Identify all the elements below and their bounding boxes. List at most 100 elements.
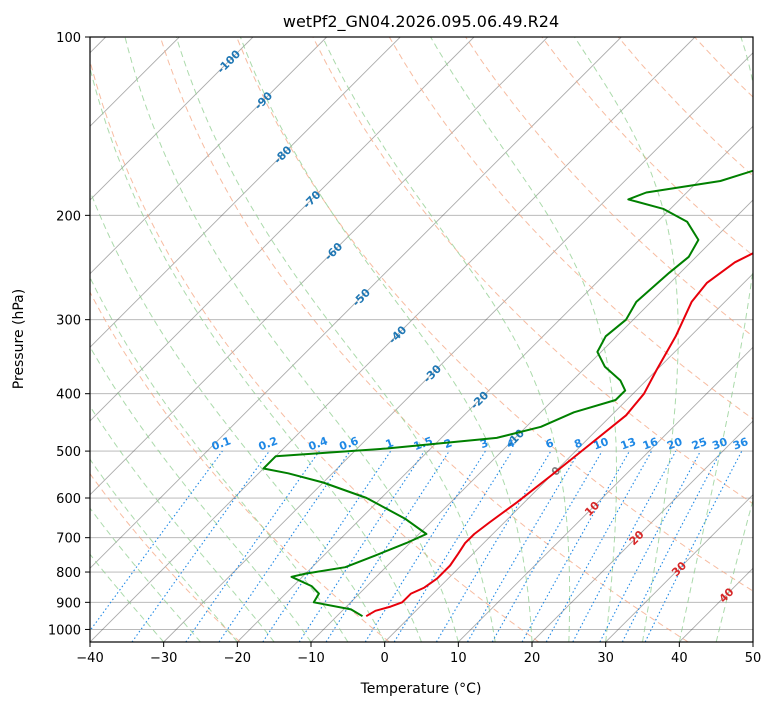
- moist-adiabat: [90, 65, 422, 642]
- mixing-ratio-line: [131, 450, 270, 642]
- isotherm-line: [90, 37, 549, 496]
- isotherm-line: [678, 567, 753, 642]
- y-tick-label: 100: [56, 31, 81, 46]
- mixing-ratio-line: [545, 450, 653, 642]
- mixing-ratio-line: [185, 450, 320, 642]
- x-tick-label: 50: [745, 651, 762, 666]
- isotherm-line: [163, 52, 753, 642]
- mixing-ratio-line: [467, 450, 580, 642]
- mixing-ratio-label: 16: [641, 435, 660, 453]
- isotherm-line: [752, 641, 753, 642]
- moist-adiabat: [124, 37, 459, 642]
- mixing-ratio-line: [435, 450, 552, 642]
- isotherm-line: [90, 37, 622, 569]
- isotherm-label: -40: [386, 323, 409, 346]
- y-tick-label: 900: [56, 596, 81, 611]
- isotherm-label: 10: [582, 499, 602, 519]
- mixing-ratio-label: 10: [592, 435, 611, 453]
- x-axis-label: Temperature (°C): [360, 681, 482, 697]
- isotherm-line: [605, 494, 753, 642]
- x-tick-label: −30: [150, 651, 177, 666]
- mixing-ratio-line: [298, 450, 425, 642]
- isotherm-label: -30: [421, 362, 444, 385]
- mixing-ratio-line: [572, 450, 677, 642]
- mixing-ratio-line: [364, 450, 486, 642]
- mixing-ratio-line: [262, 450, 392, 642]
- moist-adiabat: [715, 498, 753, 642]
- y-tick-label: 200: [56, 209, 81, 224]
- mixing-ratio-label: 2: [442, 436, 454, 451]
- y-tick-label: 700: [56, 532, 81, 547]
- dry-adiabat: [236, 37, 753, 592]
- moist-adiabat: [430, 37, 617, 642]
- y-axis-label: Pressure (hPa): [11, 289, 27, 389]
- mixing-ratio-label: 13: [619, 435, 638, 452]
- moist-adiabat: [239, 37, 533, 642]
- mixing-ratio-line: [90, 450, 223, 632]
- chart-title: wetPf2_GN04.2026.095.06.49.R24: [283, 12, 559, 32]
- mixing-ratio-label: 8: [572, 436, 584, 451]
- dry-adiabat: [541, 37, 753, 257]
- isotherm-line: [531, 420, 753, 642]
- isotherm-label: -60: [322, 240, 345, 263]
- isotherm-label: -20: [468, 389, 491, 412]
- mixing-ratio-line: [599, 450, 701, 642]
- moist-adiabat: [90, 345, 312, 642]
- mixing-ratio-label: 4: [505, 436, 517, 451]
- mixing-ratio-label: 0.4: [307, 434, 330, 453]
- moist-adiabat: [90, 458, 238, 642]
- moist-adiabat: [90, 507, 201, 642]
- background-labels: 0.1 0.2 0.4 0.6 1 1.5 2 3 4 6 8 10 13 16 20 25 30 36-100-…: [210, 47, 750, 605]
- x-axis: −40 −30 −20 −10 0 10 20 30 40 50: [76, 642, 761, 666]
- isotherm-label: -70: [300, 188, 323, 211]
- x-tick-label: 10: [450, 651, 467, 666]
- mixing-ratio-label: 6: [544, 436, 556, 451]
- isotherm-line: [90, 37, 401, 348]
- mixing-ratio-label: 0.6: [338, 434, 361, 453]
- dry-adiabat: [388, 37, 753, 420]
- y-tick-label: 300: [56, 314, 81, 329]
- isotherm-label: 30: [669, 559, 689, 579]
- y-tick-label: 600: [56, 492, 81, 507]
- dry-adiabat: [90, 472, 241, 642]
- isotherm-line: [457, 346, 753, 642]
- mixing-ratio-label: 3: [478, 436, 490, 451]
- moist-adiabat: [90, 189, 386, 642]
- isotherm-line: [384, 273, 753, 642]
- y-axis: 1000 900 800 700 600 500 400 300 200 100: [48, 31, 90, 638]
- x-tick-label: 20: [524, 651, 541, 666]
- series-layer: [262, 169, 753, 618]
- dry-adiabat: [771, 37, 775, 642]
- mixing-ratio-line: [325, 450, 450, 642]
- isotherm-label: -50: [350, 286, 373, 309]
- mixing-ratio-label: 0.1: [210, 434, 233, 453]
- isotherm-line: [90, 37, 254, 201]
- mixing-ratio-label: 1: [384, 436, 396, 451]
- y-tick-label: 400: [56, 388, 81, 403]
- dry-adiabat: [159, 37, 689, 642]
- y-tick-label: 1000: [48, 623, 81, 638]
- mixing-ratio-label: 1.5: [412, 434, 435, 453]
- temperature-trace: [365, 252, 753, 618]
- mixing-ratio-line: [393, 450, 513, 642]
- y-tick-label: 500: [56, 445, 81, 460]
- dry-adiabat: [90, 59, 540, 642]
- mixing-ratio-label: 30: [710, 435, 729, 453]
- moist-adiabat: [175, 37, 496, 642]
- isotherm-line: [90, 37, 475, 422]
- dewpoint-trace: [262, 169, 753, 618]
- background-lines: [90, 37, 775, 642]
- isotherm-line: [90, 37, 328, 275]
- y-tick-label: 800: [56, 566, 81, 581]
- moist-adiabat: [90, 553, 165, 642]
- mixing-ratio-label: 36: [731, 435, 750, 453]
- mixing-ratio-label: 0.2: [257, 434, 280, 453]
- x-tick-label: −40: [76, 651, 103, 666]
- moist-adiabat: [90, 276, 349, 642]
- plot-frame: [89, 36, 754, 643]
- dry-adiabat: [465, 37, 753, 338]
- isotherm-label: -100: [215, 47, 244, 76]
- moist-adiabat: [574, 37, 679, 642]
- x-tick-label: 30: [597, 651, 614, 666]
